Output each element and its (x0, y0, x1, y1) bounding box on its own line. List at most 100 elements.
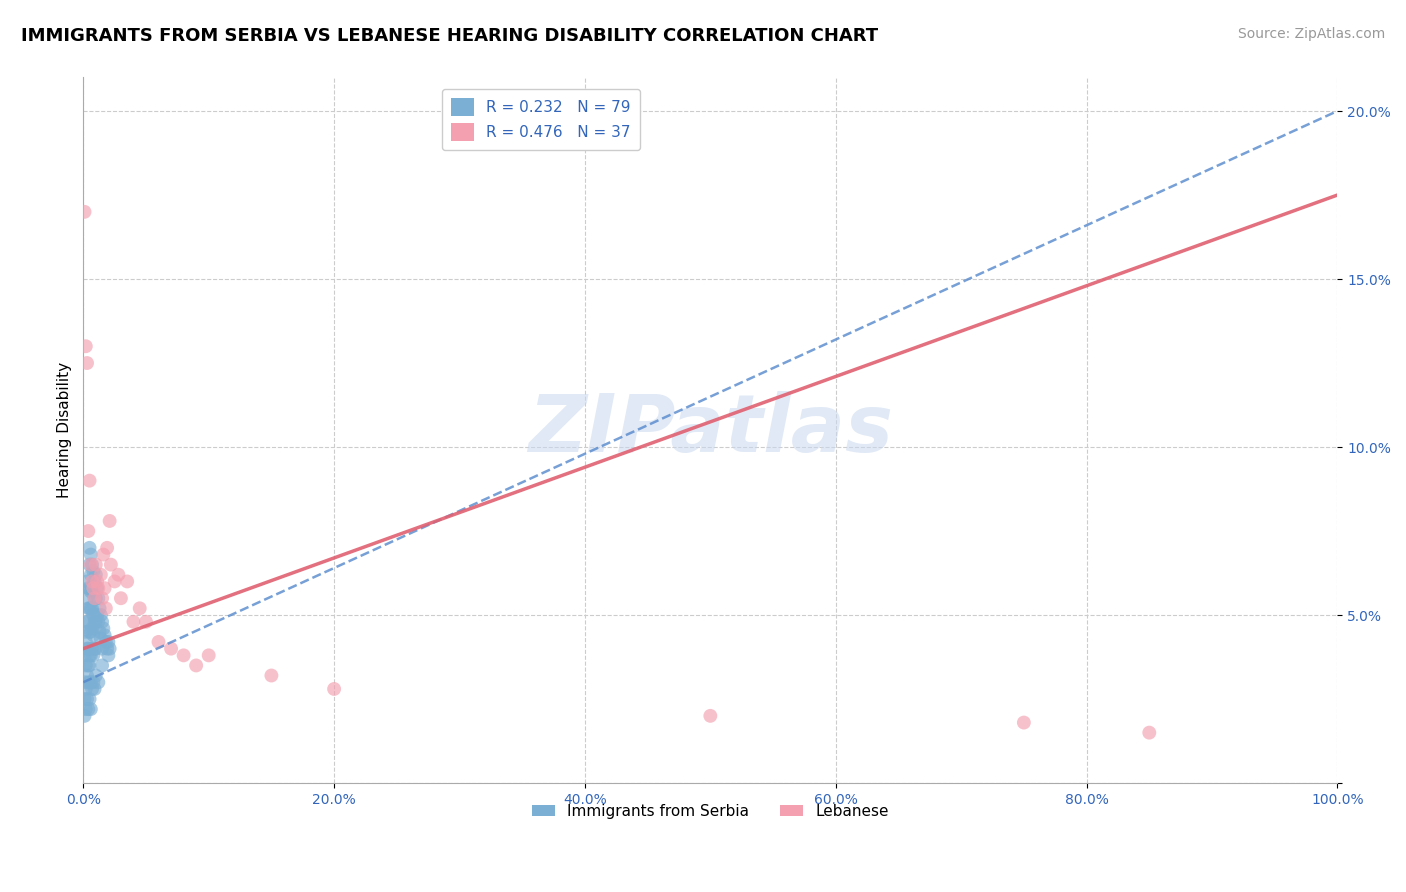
Point (82, 581, 104, 595)
Point (76, 591, 98, 606)
Point (323, 681, 346, 696)
Point (90, 567, 112, 582)
Point (80, 601, 103, 615)
Point (93, 548, 115, 562)
Point (83, 574, 105, 589)
Point (89, 624, 111, 639)
Point (128, 601, 150, 615)
Point (82, 628, 104, 642)
Point (76, 574, 98, 589)
Point (91, 615, 114, 629)
Point (80, 558, 103, 572)
Point (260, 668, 283, 682)
Point (82, 608, 104, 623)
Point (77, 524, 100, 538)
Point (93, 628, 115, 642)
Point (79, 624, 101, 639)
Point (76, 668, 98, 682)
Point (186, 658, 208, 673)
Point (73, 675, 96, 690)
Point (87, 675, 110, 690)
Point (79, 581, 101, 595)
Point (80, 548, 103, 562)
Point (699, 709, 721, 723)
Point (75, 658, 97, 673)
Point (94, 601, 117, 615)
Point (80, 648, 103, 663)
Point (83, 591, 105, 606)
Point (90, 608, 112, 623)
Point (84, 567, 107, 582)
Point (75, 339, 97, 353)
Point (110, 591, 132, 606)
Point (79, 558, 101, 572)
Point (97, 635, 120, 649)
Point (93, 581, 115, 595)
Point (77, 702, 100, 716)
Point (77, 615, 100, 629)
Point (75, 681, 97, 696)
Point (80, 581, 103, 595)
Point (96, 541, 118, 555)
Point (80, 567, 103, 582)
Point (94, 635, 117, 649)
Point (86, 608, 108, 623)
Point (80, 601, 103, 615)
Point (80, 675, 103, 690)
Legend: Immigrants from Serbia, Lebanese: Immigrants from Serbia, Lebanese (526, 797, 894, 825)
Point (77, 601, 100, 615)
Point (87, 581, 110, 595)
Point (160, 641, 183, 656)
Point (86, 574, 108, 589)
Point (80, 641, 103, 656)
Point (75, 702, 97, 716)
Point (87, 615, 110, 629)
Point (98, 514, 121, 528)
Point (91, 591, 114, 606)
Point (80, 584, 103, 599)
Text: Source: ZipAtlas.com: Source: ZipAtlas.com (1237, 27, 1385, 41)
Point (87, 591, 110, 606)
Point (107, 567, 129, 582)
Point (80, 558, 103, 572)
Point (76, 615, 98, 629)
Point (80, 574, 103, 589)
Point (73, 709, 96, 723)
Point (79, 601, 101, 615)
Point (84, 591, 107, 606)
Point (97, 648, 120, 663)
Point (84, 558, 107, 572)
Point (80, 702, 103, 716)
Point (83, 591, 105, 606)
Point (80, 622, 103, 636)
Point (77, 641, 100, 656)
Point (98, 641, 121, 656)
Point (84, 641, 107, 656)
Point (79, 658, 101, 673)
Point (91, 658, 114, 673)
Point (1012, 715, 1035, 730)
Point (1137, 725, 1160, 739)
Point (173, 648, 195, 663)
Point (79, 692, 101, 706)
Point (96, 641, 118, 656)
Point (82, 565, 104, 579)
Point (104, 574, 127, 589)
Point (79, 541, 101, 555)
Point (77, 675, 100, 690)
Point (148, 635, 170, 649)
Point (79, 474, 101, 488)
Point (80, 624, 103, 639)
Y-axis label: Hearing Disability: Hearing Disability (58, 362, 72, 499)
Point (93, 622, 115, 636)
Point (91, 641, 114, 656)
Point (80, 681, 103, 696)
Point (82, 648, 104, 663)
Point (84, 615, 107, 629)
Point (83, 681, 105, 696)
Point (76, 356, 98, 370)
Text: IMMIGRANTS FROM SERBIA VS LEBANESE HEARING DISABILITY CORRELATION CHART: IMMIGRANTS FROM SERBIA VS LEBANESE HEARI… (21, 27, 879, 45)
Point (89, 601, 111, 615)
Point (82, 675, 104, 690)
Point (75, 624, 97, 639)
